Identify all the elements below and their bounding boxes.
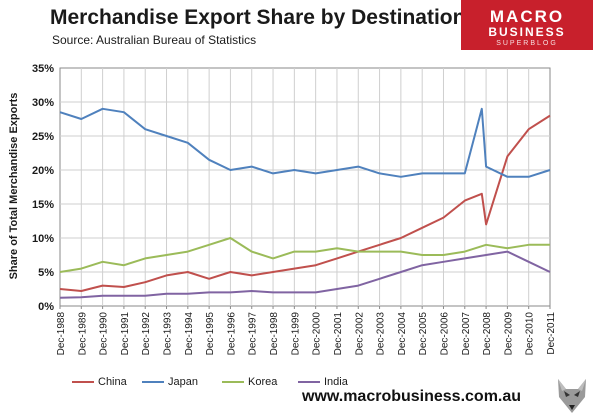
y-tick-label: 20%	[32, 165, 54, 177]
legend-label: India	[324, 376, 348, 388]
x-tick-label: Dec-1993	[163, 312, 174, 356]
y-tick-label: 30%	[32, 97, 54, 109]
plot-area	[59, 67, 551, 307]
x-tick-label: Dec-1996	[226, 312, 237, 356]
x-tick-label: Dec-2010	[525, 312, 536, 356]
x-tick-label: Dec-2001	[333, 312, 344, 356]
legend-label: Korea	[248, 376, 278, 388]
x-tick-label: Dec-1998	[269, 312, 280, 356]
x-tick-label: Dec-2005	[418, 312, 429, 356]
x-tick-label: Dec-2007	[461, 312, 472, 356]
brand-logo: MACRO BUSINESS SUPERBLOG	[461, 0, 593, 50]
x-tick-label: Dec-2011	[546, 312, 557, 355]
y-tick-label: 35%	[32, 63, 54, 75]
x-tick-label: Dec-2002	[354, 312, 365, 356]
x-tick-label: Dec-2006	[439, 312, 450, 356]
legend-item-china: China	[72, 376, 127, 388]
chart-subtitle: Source: Australian Bureau of Statistics	[52, 33, 257, 47]
x-tick-label: Dec-1990	[99, 312, 110, 356]
logo-line-3: SUPERBLOG	[496, 40, 558, 47]
y-tick-label: 15%	[32, 199, 54, 211]
series-line-china	[59, 114, 551, 292]
legend-swatch	[142, 381, 164, 384]
x-tick-label: Dec-1999	[290, 312, 301, 356]
legend-swatch	[72, 381, 94, 384]
x-tick-label: Dec-2008	[482, 312, 493, 356]
x-tick-label: Dec-2000	[312, 312, 323, 356]
website-url[interactable]: www.macrobusiness.com.au	[302, 388, 522, 405]
series-line-korea	[59, 237, 550, 273]
y-tick-label: 0%	[38, 301, 54, 313]
x-tick-label: Dec-1992	[141, 312, 152, 356]
logo-line-2: BUSINESS	[488, 25, 566, 39]
wolf-logo-icon	[558, 379, 586, 413]
y-tick-label: 10%	[32, 233, 54, 245]
x-tick-label: Dec-1988	[56, 312, 67, 356]
logo-line-1: MACRO	[489, 7, 565, 26]
legend-swatch	[298, 381, 320, 384]
x-tick-label: Dec-1994	[184, 312, 195, 356]
series-line-india	[59, 250, 551, 299]
legend-swatch	[222, 381, 244, 384]
series-line-japan	[59, 107, 551, 178]
legend-item-japan: Japan	[142, 376, 198, 388]
x-tick-label: Dec-2009	[503, 312, 514, 356]
x-tick-label: Dec-1997	[248, 312, 259, 356]
chart-title: Merchandise Export Share by Destination	[50, 6, 466, 29]
legend-label: Japan	[168, 376, 198, 388]
y-tick-label: 25%	[32, 131, 54, 143]
x-tick-label: Dec-2003	[376, 312, 387, 356]
y-tick-label: 5%	[38, 267, 54, 279]
x-tick-label: Dec-1989	[77, 312, 88, 356]
legend-item-india: India	[298, 376, 348, 388]
x-tick-label: Dec-1991	[120, 312, 131, 356]
legend-label: China	[98, 376, 127, 388]
x-tick-label: Dec-1995	[205, 312, 216, 356]
x-tick-label: Dec-2004	[397, 312, 408, 356]
legend-item-korea: Korea	[222, 376, 277, 388]
